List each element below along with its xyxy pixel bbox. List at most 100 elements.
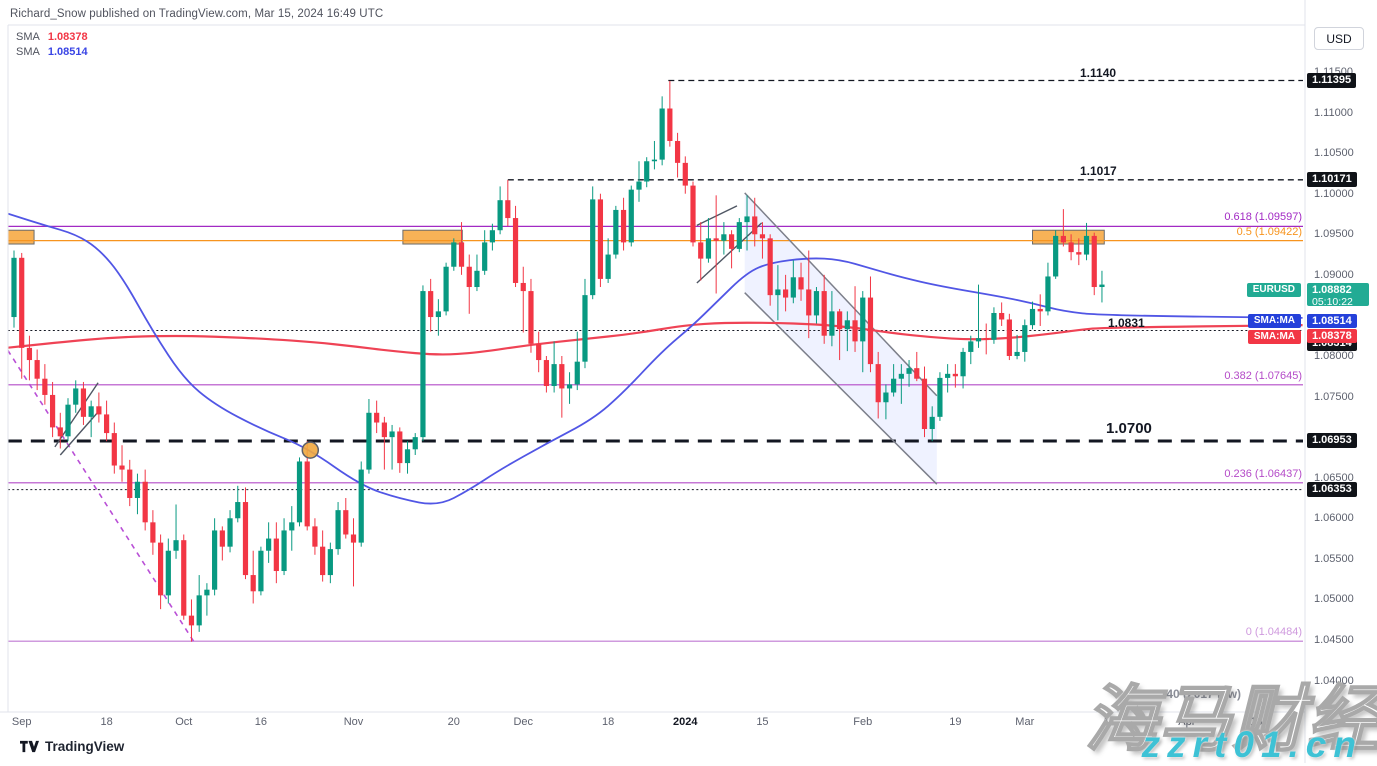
candle-body bbox=[412, 437, 418, 450]
legend-sma-blue-row[interactable]: SMA 1.08514 bbox=[16, 45, 88, 60]
plot-area[interactable] bbox=[6, 79, 1303, 643]
time-axis-label: 20 bbox=[447, 716, 460, 728]
downtrend-dashed-line[interactable] bbox=[8, 349, 195, 643]
indicator-legend[interactable]: SMA 1.08378 SMA 1.08514 bbox=[16, 30, 88, 60]
candle-body bbox=[605, 254, 611, 279]
candle-body bbox=[42, 378, 48, 395]
price-axis-tick: 1.08000 bbox=[1314, 349, 1354, 362]
candle-body bbox=[1099, 284, 1105, 288]
price-axis-tick: 1.09000 bbox=[1314, 268, 1354, 281]
symbol-chip[interactable]: EURUSD bbox=[1246, 283, 1301, 297]
candle-body bbox=[258, 550, 264, 592]
legend-sma-red-row[interactable]: SMA 1.08378 bbox=[16, 30, 88, 45]
candle-body bbox=[1060, 235, 1066, 243]
candle-body bbox=[304, 461, 310, 527]
published-byline: Richard_Snow published on TradingView.co… bbox=[10, 8, 384, 20]
candle-body bbox=[945, 373, 951, 378]
candle-body bbox=[374, 412, 380, 423]
trendline[interactable] bbox=[696, 222, 763, 284]
candle-body bbox=[80, 388, 87, 417]
level-annotation-text: 1.0831 bbox=[1108, 316, 1145, 330]
time-axis-label: 15 bbox=[1250, 716, 1263, 728]
candle-body bbox=[1022, 325, 1028, 352]
time-axis-label: 18 bbox=[100, 716, 113, 728]
candle-body bbox=[898, 373, 904, 379]
time-axis-label: 18 bbox=[602, 716, 615, 728]
level-annotation-text: 1.1017 bbox=[1080, 164, 1117, 178]
candle-body bbox=[196, 595, 202, 626]
candle-body bbox=[489, 230, 495, 243]
supply-zone-box[interactable] bbox=[8, 229, 35, 245]
candle-body bbox=[420, 291, 426, 438]
sma-red-chip[interactable]: SMA:MA bbox=[1247, 330, 1301, 344]
candle-body bbox=[505, 200, 511, 219]
candle-body bbox=[1083, 235, 1090, 255]
candle-body bbox=[482, 242, 488, 271]
candle-body bbox=[142, 481, 148, 523]
candle-body bbox=[597, 199, 604, 279]
tradingview-footer-link[interactable]: TradingView bbox=[20, 739, 124, 754]
candle-body bbox=[837, 311, 843, 330]
candle-body bbox=[543, 360, 550, 387]
candle-body bbox=[404, 449, 411, 464]
candle-body bbox=[474, 270, 480, 288]
candle-body bbox=[1091, 235, 1097, 288]
trendline[interactable] bbox=[59, 411, 99, 456]
candle-body bbox=[960, 351, 966, 377]
time-axis-label: Sep bbox=[11, 716, 32, 728]
candle-body bbox=[389, 431, 395, 438]
time-axis-label: 15 bbox=[756, 716, 769, 728]
candle-body bbox=[103, 414, 110, 434]
descending-channel-line[interactable] bbox=[744, 292, 938, 485]
sma-blue-line[interactable] bbox=[6, 212, 1303, 505]
candle-body bbox=[582, 295, 588, 362]
candle-body bbox=[659, 108, 665, 160]
candle-body bbox=[242, 502, 249, 576]
candle-body bbox=[358, 469, 364, 543]
descending-channel-line[interactable] bbox=[744, 192, 938, 397]
candle-body bbox=[767, 238, 773, 296]
candle-body bbox=[273, 538, 279, 572]
currency-usd-button[interactable]: USD bbox=[1314, 27, 1364, 50]
candle-body bbox=[891, 378, 897, 393]
trendline[interactable] bbox=[696, 205, 738, 226]
candle-body bbox=[713, 238, 719, 241]
candle-body bbox=[975, 338, 982, 342]
candle-body bbox=[150, 522, 156, 543]
candle-body bbox=[212, 530, 218, 590]
candle-body bbox=[528, 291, 534, 344]
price-axis-tick: 1.07500 bbox=[1314, 390, 1354, 403]
time-axis-label: 16 bbox=[254, 716, 268, 728]
candle-body bbox=[566, 384, 573, 389]
fib-level-label: 0 (1.04484) bbox=[1245, 626, 1302, 639]
candle-body bbox=[806, 289, 812, 316]
price-level-axis-label: 1.11395 bbox=[1307, 73, 1357, 89]
candle-body bbox=[165, 550, 171, 596]
candle-body bbox=[682, 162, 688, 186]
candle-body bbox=[728, 234, 735, 249]
candle-body bbox=[350, 534, 357, 543]
candle-body bbox=[451, 242, 457, 267]
candle-body bbox=[852, 320, 858, 342]
price-level-axis-label: 1.10171 bbox=[1307, 172, 1357, 188]
candle-body bbox=[188, 615, 195, 626]
candle-body bbox=[798, 277, 804, 290]
candle-body bbox=[983, 338, 989, 340]
price-axis-tick: 1.11000 bbox=[1314, 106, 1353, 119]
candle-body bbox=[1029, 308, 1036, 326]
circle-highlight-marker[interactable] bbox=[301, 441, 320, 459]
level-annotation-text: 1.0340 (2017 low) bbox=[1143, 687, 1242, 701]
candle-body bbox=[613, 209, 619, 255]
candle-body bbox=[227, 518, 233, 547]
sma-blue-chip[interactable]: SMA:MA bbox=[1247, 314, 1301, 328]
candle-body bbox=[281, 530, 287, 572]
level-annotation-text: 1.0700 bbox=[1106, 420, 1152, 437]
candle-body bbox=[88, 406, 94, 417]
candle-body bbox=[397, 431, 403, 464]
price-axis-tick: 1.10500 bbox=[1314, 147, 1354, 160]
candle-body bbox=[752, 216, 758, 235]
candle-body bbox=[914, 368, 920, 379]
candle-body bbox=[1006, 319, 1012, 356]
candle-body bbox=[289, 522, 295, 531]
